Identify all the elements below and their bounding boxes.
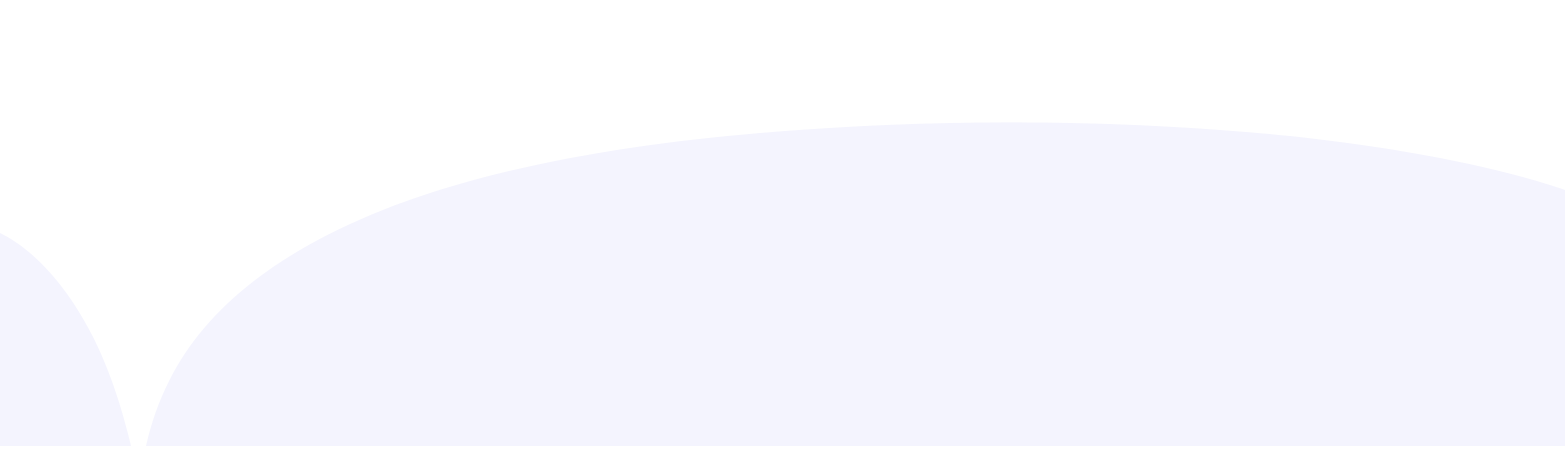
- right-wave-shape: [146, 122, 1565, 446]
- left-wave-shape: [0, 233, 131, 446]
